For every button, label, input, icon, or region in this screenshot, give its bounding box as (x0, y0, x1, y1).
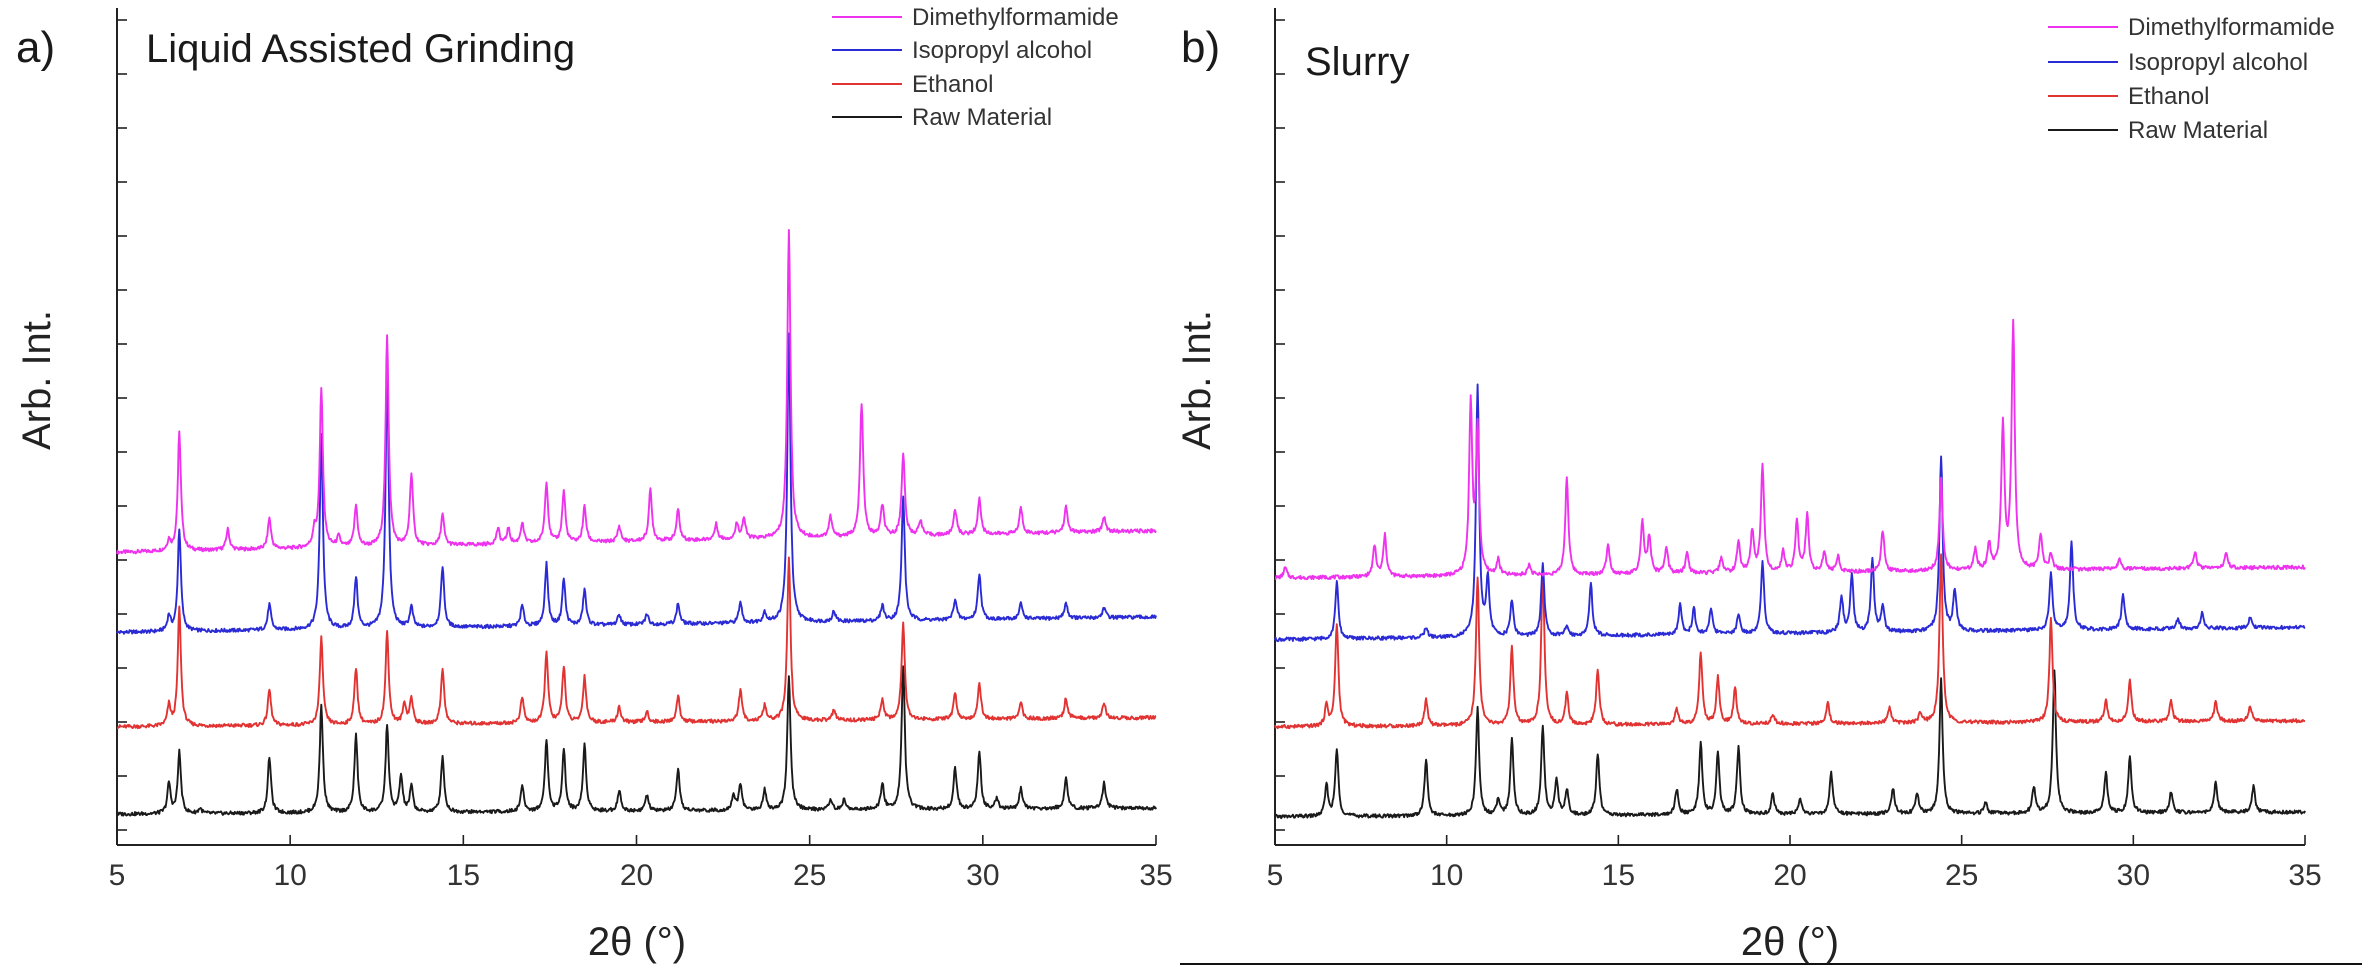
panel-a: a) Liquid Assisted Grinding 5 10 15 20 25 30 3… (15, 4, 1173, 964)
panel-b-y-ticks (1275, 19, 1285, 831)
panel-a-x-label: 2θ (°) (588, 920, 686, 964)
legend-label-dmf: Dimethylformamide (912, 4, 1119, 31)
panel-a-title: Liquid Assisted Grinding (146, 27, 575, 71)
panel-b: b) Slurry 5 10 15 20 25 30 35 2θ (°) Arb. Int.… (1175, 8, 2335, 964)
x-tick-label: 20 (1773, 859, 1806, 892)
panel-a-y-ticks (117, 19, 127, 831)
panel-b-x-ticks: 5 10 15 20 25 30 35 (1267, 835, 2322, 892)
x-tick-label: 30 (966, 859, 999, 892)
panel-b-legend: Dimethylformamide Isopropyl alcohol Etha… (2048, 14, 2335, 144)
series-line-raw (1274, 669, 2306, 820)
panel-a-letter: a) (16, 23, 55, 72)
x-tick-label: 15 (447, 859, 480, 892)
series-line-ethanol (1274, 553, 2306, 730)
series-line-raw (116, 665, 1157, 817)
panel-a-legend: Dimethylformamide Isopropyl alcohol Etha… (832, 4, 1119, 131)
x-tick-label: 20 (620, 859, 653, 892)
x-tick-label: 35 (1139, 859, 1172, 892)
x-tick-label: 25 (793, 859, 826, 892)
series-line-dmf (116, 229, 1157, 555)
legend-label-ethanol: Ethanol (2128, 83, 2209, 110)
legend-label-raw: Raw Material (912, 104, 1052, 131)
panel-b-y-label: Arb. Int. (1175, 310, 1219, 450)
panel-b-letter: b) (1181, 23, 1220, 72)
legend-label-raw: Raw Material (2128, 117, 2268, 144)
legend-label-dmf: Dimethylformamide (2128, 14, 2335, 41)
series-line-ipa (1274, 383, 2306, 643)
x-tick-label: 5 (1267, 859, 1284, 892)
panel-a-traces (116, 229, 1157, 817)
panel-b-title: Slurry (1305, 40, 1409, 84)
x-tick-label: 25 (1945, 859, 1978, 892)
legend-label-ethanol: Ethanol (912, 71, 993, 98)
x-tick-label: 10 (1430, 859, 1463, 892)
panel-a-y-label: Arb. Int. (15, 310, 59, 450)
x-tick-label: 15 (1602, 859, 1635, 892)
panel-a-x-ticks: 5 10 15 20 25 30 35 (109, 835, 1173, 892)
series-line-ipa (116, 332, 1157, 635)
x-tick-label: 5 (109, 859, 126, 892)
panel-b-traces (1274, 318, 2306, 820)
panel-b-x-label: 2θ (°) (1741, 920, 1839, 964)
x-tick-label: 30 (2117, 859, 2150, 892)
legend-label-ipa: Isopropyl alcohol (912, 37, 1092, 64)
x-tick-label: 35 (2288, 859, 2321, 892)
series-line-dmf (1274, 318, 2306, 581)
x-tick-label: 10 (273, 859, 306, 892)
legend-label-ipa: Isopropyl alcohol (2128, 49, 2308, 76)
series-line-ethanol (116, 556, 1157, 730)
